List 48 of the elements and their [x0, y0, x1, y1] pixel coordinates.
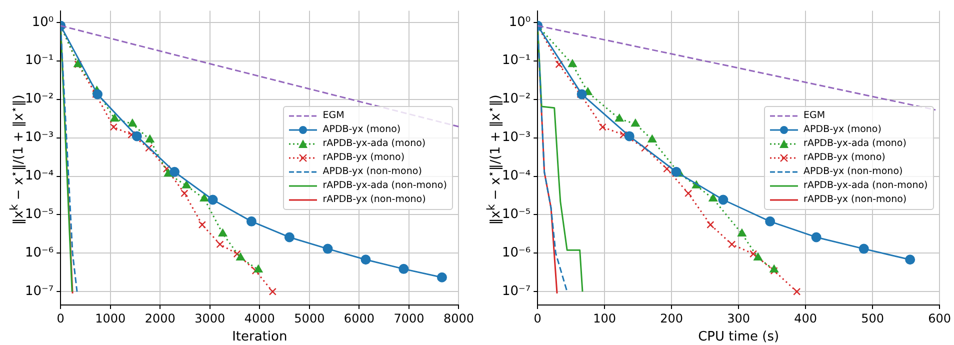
x-tick-label: 2000 [144, 311, 176, 326]
x-axis-title: CPU time (s) [698, 330, 780, 345]
y-tick-label: 10⁻⁴ [502, 168, 531, 184]
legend-label: rAPDB-yx (non-mono) [804, 194, 907, 206]
legend-label: APDB-yx (mono) [804, 124, 882, 136]
legend-label: rAPDB-yx-ada (mono) [322, 138, 426, 150]
y-tick-label: 10⁻² [24, 92, 54, 107]
y-tick-label: 10⁻⁶ [502, 246, 531, 261]
legend-label: EGM [322, 110, 344, 122]
y-tick-label: 10⁻¹ [502, 53, 531, 68]
legend-label: APDB-yx (non-mono) [804, 166, 903, 178]
y-tick-label: 10⁻¹ [24, 53, 54, 68]
legend-label: rAPDB-yx (non-mono) [322, 194, 426, 206]
x-tick-label: 100 [593, 311, 616, 326]
x-tick-label: 5000 [294, 311, 325, 326]
x-tick-label: 0 [534, 311, 542, 326]
y-tick-label: 10⁻⁷ [24, 284, 54, 300]
y-tick-label: 10⁻⁷ [502, 284, 531, 300]
x-tick-label: 600 [928, 311, 951, 326]
x-tick-label: 400 [794, 311, 818, 326]
legend-label: rAPDB-yx-ada (non-mono) [804, 180, 928, 192]
y-tick-label: 10⁰ [508, 14, 531, 30]
x-tick-label: 300 [727, 311, 750, 326]
legend-label: rAPDB-yx (mono) [322, 152, 405, 164]
y-tick-label: 10⁻⁴ [24, 168, 54, 184]
legend-label: APDB-yx (non-mono) [322, 166, 422, 178]
x-tick-label: 6000 [344, 311, 374, 326]
legend-label: rAPDB-yx (mono) [804, 152, 886, 164]
x-tick-label: 4000 [244, 311, 275, 326]
y-tick-label: 10⁻⁶ [24, 246, 54, 261]
legend-label: EGM [804, 110, 826, 122]
y-tick-label: 10⁻³ [502, 130, 531, 146]
x-axis-title: Iteration [232, 330, 288, 345]
x-tick-label: 8000 [443, 311, 474, 326]
legend-label: rAPDB-yx-ada (non-mono) [322, 180, 447, 192]
y-tick-label: 10⁻³ [24, 130, 54, 146]
legend-label: APDB-yx (mono) [322, 124, 401, 136]
x-tick-label: 0 [56, 311, 64, 326]
y-tick-label: 10⁻² [502, 92, 531, 107]
x-tick-label: 200 [660, 311, 684, 326]
x-tick-label: 1000 [95, 311, 126, 326]
y-tick-label: 10⁻⁵ [502, 207, 531, 222]
y-tick-label: 10⁰ [32, 14, 54, 30]
y-tick-label: 10⁻⁵ [24, 207, 54, 222]
legend-label: rAPDB-yx-ada (mono) [804, 138, 906, 150]
x-tick-label: 3000 [194, 311, 226, 326]
x-tick-label: 500 [861, 311, 884, 326]
x-tick-label: 7000 [394, 311, 424, 326]
